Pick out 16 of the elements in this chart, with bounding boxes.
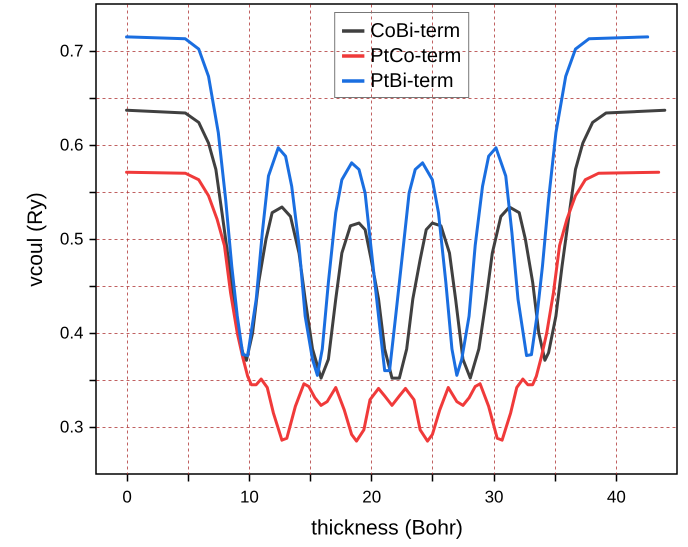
y-axis-title: vcoul (Ry) [24,192,47,287]
x-tick-label: 20 [362,488,382,506]
x-tick-label: 10 [240,488,259,506]
legend-label: CoBi-term [370,20,460,42]
y-tick-label: 0.3 [60,418,84,436]
x-tick-label: 30 [484,488,504,506]
legend-label: PtCo-term [370,45,462,67]
y-tick-label: 0.6 [60,136,84,154]
y-tick-label: 0.4 [60,324,84,342]
x-tick-label: 0 [122,488,132,506]
y-tick-label: 0.7 [60,42,84,60]
x-tick-label: 40 [606,488,626,506]
legend-label: PtBi-term [370,70,454,92]
x-axis-title: thickness (Bohr) [311,516,463,540]
line-series [125,170,660,443]
y-tick-label: 0.5 [60,230,84,248]
